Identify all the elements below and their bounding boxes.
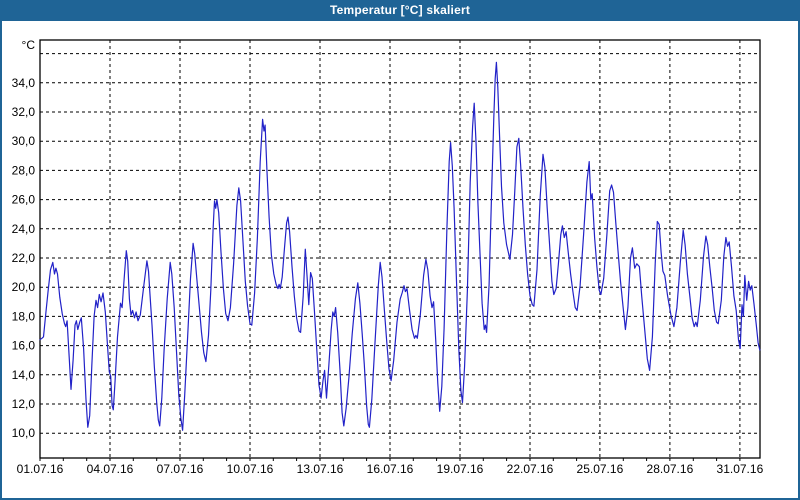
y-tick-label: 22,0	[12, 251, 36, 265]
y-tick-label: 12,0	[12, 397, 36, 411]
x-tick-label: 22.07.16	[507, 462, 554, 476]
title-bar: Temperatur [°C] skaliert	[2, 0, 798, 21]
x-tick-label: 13.07.16	[297, 462, 344, 476]
y-tick-label: 10,0	[12, 426, 36, 440]
y-tick-label: 24,0	[12, 222, 36, 236]
x-tick-label: 10.07.16	[227, 462, 274, 476]
y-tick-label: 18,0	[12, 309, 36, 323]
x-tick-label: 01.07.16	[17, 462, 64, 476]
y-axis-unit-label: °C	[22, 38, 36, 52]
y-tick-label: 32,0	[12, 105, 36, 119]
plot-border	[39, 39, 761, 459]
x-tick-label: 16.07.16	[367, 462, 414, 476]
y-tick-label: 14,0	[12, 368, 36, 382]
y-tick-label: 20,0	[12, 280, 36, 294]
x-tick-label: 19.07.16	[437, 462, 484, 476]
x-tick-label: 25.07.16	[577, 462, 624, 476]
window-title: Temperatur [°C] skaliert	[329, 3, 471, 17]
x-tick-label: 31.07.16	[717, 462, 764, 476]
y-tick-label: 16,0	[12, 339, 36, 353]
y-tick-label: 28,0	[12, 163, 36, 177]
y-tick-label: 30,0	[12, 134, 36, 148]
temperature-chart-canvas[interactable]: 34,0 32,0 30,0 28,0 26,0 24,0 22,0 20,0 18,0 16,0…	[2, 21, 798, 498]
y-tick-label: 34,0	[12, 76, 36, 90]
x-tick-label: 07.07.16	[157, 462, 204, 476]
y-tick-label: 26,0	[12, 193, 36, 207]
x-tick-label: 04.07.16	[87, 462, 134, 476]
x-tick-label: 28.07.16	[647, 462, 694, 476]
temperature-line	[39, 61, 761, 431]
